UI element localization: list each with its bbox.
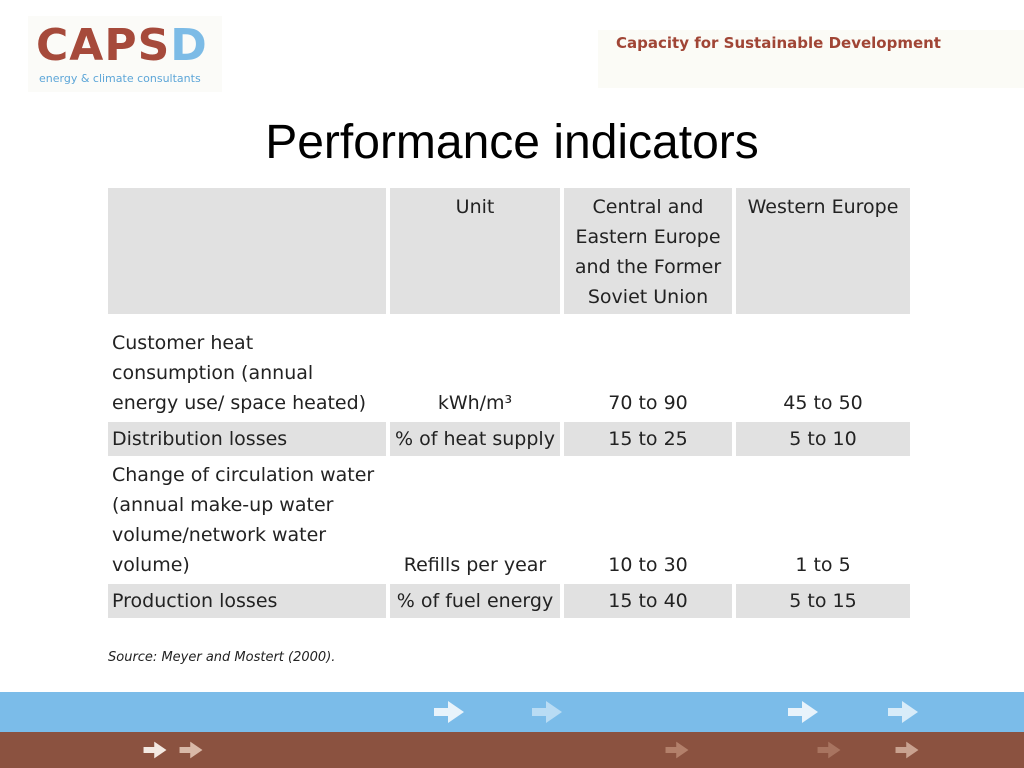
row-unit: % of heat supply	[390, 422, 560, 456]
source-note: Source: Meyer and Mostert (2000).	[108, 650, 336, 665]
row-we-value: 45 to 50	[783, 392, 863, 414]
header-tagline: Capacity for Sustainable Development	[616, 34, 941, 52]
right-arrow-icon	[788, 701, 818, 723]
row-unit: % of fuel energy	[390, 584, 560, 618]
right-arrow-icon	[434, 701, 464, 723]
row-indicator: Distribution losses	[108, 422, 386, 456]
row-cee-value: 70 to 90	[608, 392, 688, 414]
header-band: Capacity for Sustainable Development	[598, 30, 1024, 88]
row-indicator: Production losses	[108, 584, 386, 618]
right-arrow-icon	[895, 741, 919, 759]
table-header-row: Unit Central and Eastern Europe and the …	[108, 188, 910, 314]
row-unit: Refills per year	[403, 554, 547, 576]
header-cell-blank	[108, 188, 386, 314]
footer-band-brown	[0, 732, 1024, 768]
slide-title: Performance indicators	[265, 116, 759, 169]
right-arrow-icon	[532, 701, 562, 723]
table-row: Production losses % of fuel energy 15 to…	[108, 584, 910, 618]
row-we-value: 1 to 5	[795, 554, 851, 576]
right-arrow-icon	[179, 741, 203, 759]
row-indicator: Change of circulation water (annual make…	[112, 464, 375, 576]
performance-table: Unit Central and Eastern Europe and the …	[104, 186, 914, 620]
row-we-value: 5 to 15	[736, 584, 910, 618]
right-arrow-icon	[665, 741, 689, 759]
logo-tagline: energy & climate consultants	[39, 72, 201, 85]
row-cee-value: 15 to 25	[564, 422, 732, 456]
row-cee-value: 15 to 40	[564, 584, 732, 618]
footer-band-blue	[0, 692, 1024, 732]
row-indicator: Customer heat consumption (annual energy…	[112, 332, 367, 414]
row-cee-value: 10 to 30	[608, 554, 688, 576]
logo-wordmark-accent: D	[170, 20, 208, 71]
table-row: Customer heat consumption (annual energy…	[108, 316, 910, 420]
header-cell-unit: Unit	[390, 188, 560, 314]
right-arrow-icon	[817, 741, 841, 759]
table-row: Distribution losses % of heat supply 15 …	[108, 422, 910, 456]
capsd-logo: CAPSD energy & climate consultants	[28, 16, 222, 92]
row-unit: kWh/m³	[437, 392, 513, 414]
header-cell-cee: Central and Eastern Europe and the Forme…	[564, 188, 732, 314]
row-we-value: 5 to 10	[736, 422, 910, 456]
logo-wordmark: CAPSD	[36, 18, 208, 74]
logo-wordmark-main: CAPS	[36, 20, 171, 71]
header-cell-western-europe: Western Europe	[736, 188, 910, 314]
right-arrow-icon	[888, 701, 918, 723]
table-row: Change of circulation water (annual make…	[108, 458, 910, 582]
right-arrow-icon	[143, 741, 167, 759]
